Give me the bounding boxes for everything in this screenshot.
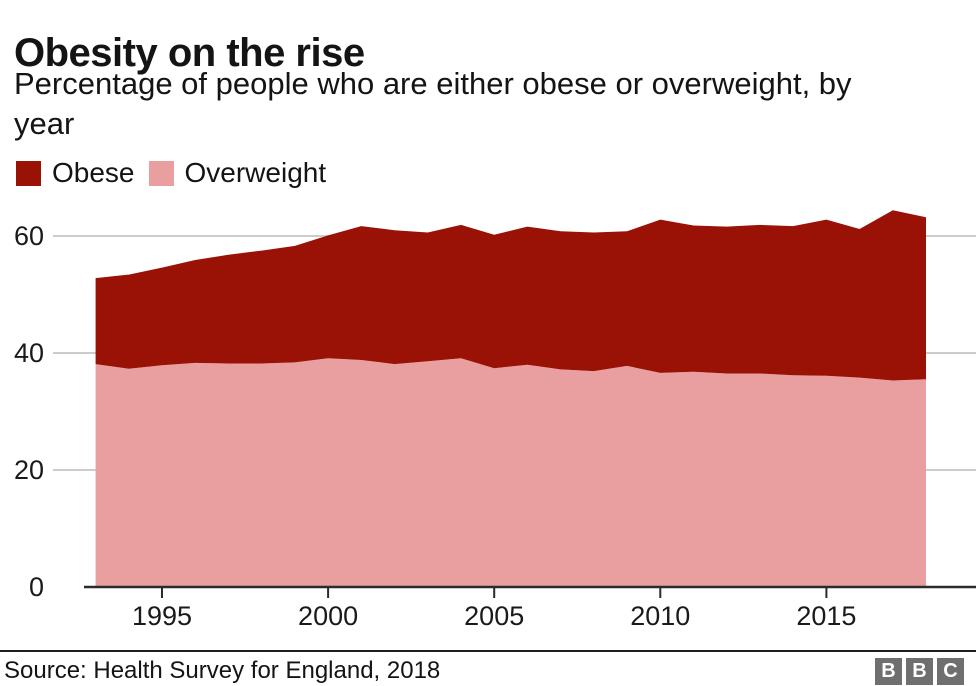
bbc-logo-block: B	[875, 657, 902, 685]
svg-text:20: 20	[14, 455, 44, 485]
svg-text:2015: 2015	[796, 601, 856, 631]
overweight-swatch-icon	[148, 160, 174, 186]
bbc-logo-block: B	[906, 657, 933, 685]
legend-label-overweight: Overweight	[184, 157, 327, 188]
bbc-logo: B B C	[875, 657, 964, 685]
svg-text:40: 40	[14, 338, 44, 368]
svg-text:0: 0	[29, 572, 44, 602]
svg-text:60: 60	[14, 221, 44, 251]
bbc-logo-block: C	[937, 657, 964, 685]
chart-subtitle: Percentage of people who are either obes…	[14, 66, 852, 141]
source-caption: Source: Health Survey for England, 2018	[4, 657, 441, 684]
legend-item-overweight: Overweight	[148, 157, 327, 189]
footer-bar: Source: Health Survey for England, 2018 …	[0, 650, 976, 686]
chart-legend: Obese Overweight	[16, 157, 326, 189]
svg-text:1995: 1995	[132, 601, 192, 631]
svg-text:2005: 2005	[464, 601, 524, 631]
svg-text:2000: 2000	[298, 601, 358, 631]
page-title: Obesity on the rise	[14, 30, 365, 75]
legend-item-obese: Obese	[16, 157, 135, 189]
legend-label-obese: Obese	[52, 157, 135, 188]
svg-text:2010: 2010	[630, 601, 690, 631]
obese-swatch-icon	[16, 160, 41, 186]
